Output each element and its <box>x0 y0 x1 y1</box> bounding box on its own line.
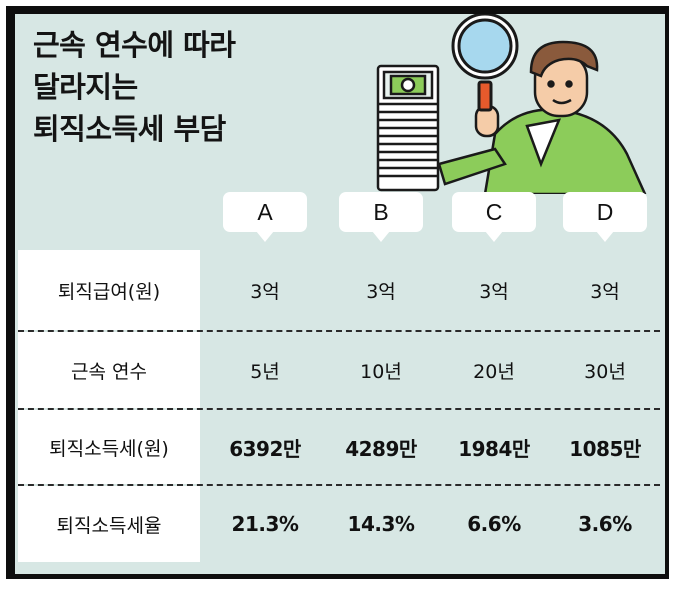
title-line-2: 달라지는 <box>33 70 138 104</box>
table-cell: 1085만 <box>569 436 641 461</box>
title-line-3: 퇴직소득세 부담 <box>33 112 226 146</box>
table-cell: 6.6% <box>467 512 521 536</box>
table-cell: 4289만 <box>345 436 417 461</box>
money-stack-icon <box>376 64 440 192</box>
infographic-title: 근속 연수에 따라 달라지는 퇴직소득세 부담 <box>33 24 236 150</box>
person-icon <box>437 40 647 194</box>
row-divider <box>18 408 660 410</box>
column-badge-b: B <box>339 192 423 242</box>
row-label: 퇴직소득세율 <box>18 486 200 562</box>
column-badge-c: C <box>452 192 536 242</box>
title-line-1: 근속 연수에 따라 <box>33 28 236 62</box>
table-cell: 10년 <box>360 360 402 383</box>
table-row-tax-rate: 퇴직소득세율 21.3% 14.3% 6.6% 3.6% <box>15 486 665 562</box>
table-row-years-of-service: 근속 연수 5년 10년 20년 30년 <box>15 332 665 408</box>
row-label: 퇴직급여(원) <box>18 250 200 330</box>
table-cell: 3억 <box>479 280 509 303</box>
table-cell: 20년 <box>473 360 515 383</box>
row-divider <box>18 330 660 332</box>
column-badge-d: D <box>563 192 647 242</box>
row-divider <box>18 484 660 486</box>
table-cell: 3.6% <box>578 512 632 536</box>
column-badge-a: A <box>223 192 307 242</box>
table-row-retirement-income-tax: 퇴직소득세(원) 6392만 4289만 1984만 1085만 <box>15 410 665 484</box>
table-cell: 1984만 <box>458 436 530 461</box>
table-cell: 21.3% <box>231 512 299 536</box>
table-cell: 3억 <box>590 280 620 303</box>
row-label: 근속 연수 <box>18 332 200 408</box>
table-row-retirement-pay: 퇴직급여(원) 3억 3억 3억 3억 <box>15 250 665 330</box>
money-inspection-illustration <box>376 14 647 194</box>
table-cell: 30년 <box>584 360 626 383</box>
table-cell: 5년 <box>250 360 280 383</box>
magnifying-glass-icon <box>451 14 519 112</box>
infographic-panel: 근속 연수에 따라 달라지는 퇴직소득세 부담 <box>15 14 665 574</box>
table-cell: 3억 <box>250 280 280 303</box>
table-cell: 14.3% <box>347 512 415 536</box>
row-label: 퇴직소득세(원) <box>18 410 200 484</box>
table-cell: 6392만 <box>229 436 301 461</box>
table-cell: 3억 <box>366 280 396 303</box>
